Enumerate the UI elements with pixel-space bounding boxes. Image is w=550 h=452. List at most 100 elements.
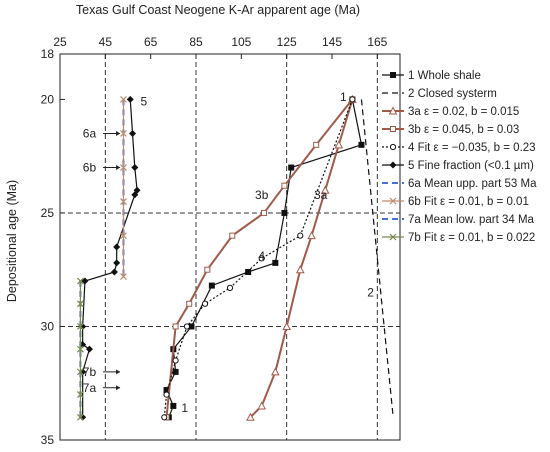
series-line (360, 99, 394, 418)
x-tick-label: 125 (277, 35, 297, 49)
data-point (307, 231, 316, 240)
legend-entry: 3a ε = 0.02, b = 0.015 (382, 106, 519, 118)
annotation-label: 2 (367, 285, 374, 299)
legend: 1 Whole shale 2 Closed systerm 3a ε = 0.02… (382, 70, 537, 244)
data-point (201, 300, 209, 307)
plot-frame (59, 53, 401, 441)
annotation-label: 3a (314, 188, 328, 202)
data-point (172, 323, 179, 330)
annotation-label: 3b (255, 188, 269, 202)
series-10 (76, 277, 84, 421)
data-point (113, 243, 121, 251)
data-point (76, 300, 84, 308)
data-point (113, 259, 121, 267)
data-point (257, 401, 267, 410)
data-point (188, 323, 195, 330)
data-point (208, 282, 215, 289)
legend-label: 1 Whole shale (408, 70, 481, 82)
y-tick-label: 18 (41, 47, 55, 61)
x-tick-label: 25 (53, 35, 67, 49)
annotation-label: 5 (141, 95, 148, 109)
data-point (313, 141, 320, 148)
y-tick-label: 35 (41, 433, 55, 447)
legend-label: 7b Fit ε = 0.01, b = 0.022 (408, 232, 535, 244)
arrow-head-icon (116, 130, 121, 136)
legend-marker (390, 72, 396, 78)
legend-marker (389, 197, 397, 205)
annotation-label: 6a (83, 126, 97, 140)
data-point (161, 414, 168, 421)
legend-marker (388, 106, 398, 115)
data-point (76, 368, 84, 376)
data-point (270, 367, 280, 376)
data-point (282, 321, 292, 330)
data-point (110, 268, 118, 276)
annotation-label: 1 (340, 90, 347, 104)
data-point (229, 232, 236, 239)
data-point (85, 345, 93, 353)
data-point (288, 164, 295, 171)
legend-label: 6b Fit ε = 0.01, b = 0.01 (408, 196, 529, 208)
series-2 (360, 99, 394, 418)
data-point (281, 209, 288, 216)
legend-entry: 6b Fit ε = 0.01, b = 0.01 (382, 196, 529, 208)
legend-entry: 7b Fit ε = 0.01, b = 0.022 (382, 232, 535, 244)
legend-label: 5 Fine fraction (<0.1 µm) (408, 160, 534, 172)
data-point (120, 95, 127, 103)
legend-label: 3a ε = 0.02, b = 0.015 (408, 106, 519, 118)
annotation-label: 6b (83, 161, 97, 175)
x-tick-label: 65 (144, 35, 158, 49)
data-point (261, 209, 267, 216)
data-point (163, 391, 170, 398)
legend-marker (389, 143, 397, 151)
legend-label: 6a Mean upp. part 53 Ma (408, 178, 537, 190)
arrow-head-icon (116, 165, 121, 171)
data-point (120, 273, 127, 280)
data-point (272, 259, 279, 266)
data-point (76, 413, 84, 421)
data-point (120, 130, 127, 137)
data-point (120, 164, 127, 171)
data-point (246, 412, 255, 421)
data-point (295, 265, 305, 274)
series-line (163, 99, 353, 418)
y-tick-label: 30 (41, 319, 55, 333)
series-5 (161, 96, 356, 421)
data-point (172, 357, 179, 364)
legend-entry: 2 Closed systerm (382, 88, 497, 100)
data-point (120, 232, 127, 240)
legend-label: 4 Fit ε = −0.035, b = 0.23 (408, 142, 536, 154)
legend-label: 2 Closed systerm (408, 88, 497, 100)
data-point (126, 95, 134, 103)
annotation-label: 1 (181, 401, 188, 415)
legend-entry: 7a Mean low. part 34 Ma (382, 214, 535, 226)
legend-marker (389, 161, 397, 169)
series-8 (120, 95, 127, 280)
x-tick-label: 105 (231, 35, 251, 49)
data-point (204, 266, 211, 273)
data-point (183, 323, 191, 330)
series-layer (76, 94, 394, 421)
legend-label: 7a Mean low. part 34 Ma (408, 214, 535, 226)
data-point (81, 277, 89, 285)
legend-entry: 5 Fine fraction (<0.1 µm) (382, 160, 534, 172)
data-point (76, 345, 84, 353)
data-point (172, 368, 179, 375)
legend-entry: 4 Fit ε = −0.035, b = 0.23 (382, 142, 536, 154)
data-point (320, 185, 330, 194)
data-point (76, 323, 84, 330)
grid-lines (60, 54, 400, 440)
data-point (226, 284, 234, 291)
data-point (170, 402, 177, 409)
chart-title: Texas Gulf Coast Neogene K-Ar apparent a… (76, 3, 360, 17)
data-point (258, 255, 265, 262)
data-point (131, 164, 139, 172)
legend-marker (390, 126, 396, 132)
y-axis-label: Depositional age (Ma) (5, 180, 19, 302)
legend-entry: 1 Whole shale (382, 70, 481, 82)
annotation-label: 7b (83, 365, 97, 379)
data-point (349, 96, 356, 103)
legend-entry: 3b ε = 0.045, b = 0.03 (382, 124, 519, 136)
data-point (245, 268, 252, 275)
